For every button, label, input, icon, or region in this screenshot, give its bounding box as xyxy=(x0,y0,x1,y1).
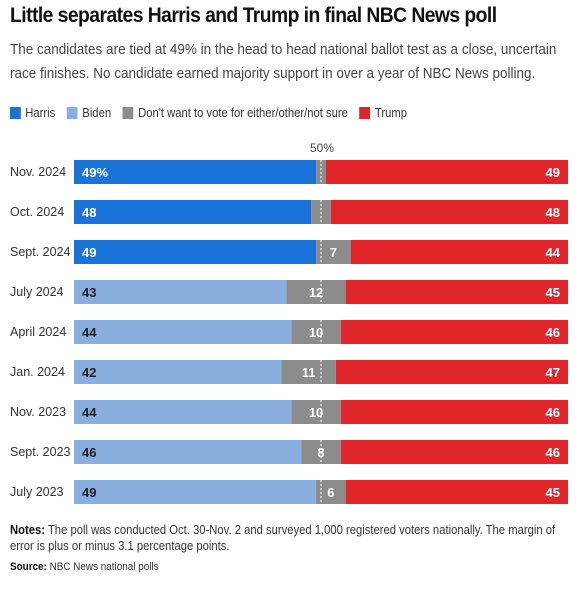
bar-trump xyxy=(325,160,568,184)
notes-label: Notes: xyxy=(10,523,46,537)
notes-text: The poll was conducted Oct. 30-Nov. 2 an… xyxy=(10,523,556,553)
data-label-trump: 44 xyxy=(546,245,561,260)
legend-label-harris: Harris xyxy=(25,106,56,120)
bar-dem xyxy=(74,160,317,184)
bar-other xyxy=(316,240,351,264)
category-label: Nov. 2023 xyxy=(10,405,66,419)
stacked-bar-chart: 50% Nov. 2024 49% 49 Oct. 2024 48 48 Sept. 2024… xyxy=(10,141,568,506)
data-label-other: 6 xyxy=(327,485,334,500)
data-label-trump: 48 xyxy=(546,205,560,220)
category-label: Sept. 2024 xyxy=(10,245,71,259)
bar-other xyxy=(291,320,341,344)
category-label: Sept. 2023 xyxy=(10,445,71,459)
data-label-dem: 46 xyxy=(82,445,96,460)
source: Source: NBC News national polls xyxy=(10,561,159,573)
data-label-trump: 46 xyxy=(546,325,560,340)
data-label-dem: 49 xyxy=(82,245,96,260)
bar-dem xyxy=(74,360,282,384)
legend-item-other: Don't want to vote for either/other/not … xyxy=(122,106,348,120)
source-label: Source: xyxy=(10,561,47,573)
data-label-trump: 46 xyxy=(546,405,560,420)
bar-trump xyxy=(345,480,568,504)
data-label-dem: 49% xyxy=(82,165,108,180)
legend-swatch-harris xyxy=(10,107,21,119)
data-label-dem: 48 xyxy=(82,205,96,220)
bar-trump xyxy=(340,400,568,424)
bar-dem xyxy=(74,200,312,224)
data-label-other: 11 xyxy=(302,365,316,380)
source-text: NBC News national polls xyxy=(46,561,159,573)
bar-dem xyxy=(74,440,302,464)
notes: Notes: The poll was conducted Oct. 30-No… xyxy=(10,522,568,554)
chart-title: Little separates Harris and Trump in fin… xyxy=(10,4,497,27)
legend-label-biden: Biden xyxy=(82,106,112,120)
data-label-dem: 44 xyxy=(82,405,97,420)
data-label-other: 12 xyxy=(309,285,323,300)
legend-label-trump: Trump xyxy=(374,106,407,120)
legend-swatch-biden xyxy=(67,107,78,119)
bar-other xyxy=(291,400,341,424)
data-label-dem: 42 xyxy=(82,365,96,380)
bar-trump xyxy=(345,280,568,304)
data-label-trump: 45 xyxy=(546,485,560,500)
legend-label-other: Don't want to vote for either/other/not … xyxy=(138,106,348,120)
legend-item-trump: Trump xyxy=(359,106,407,120)
bar-dem xyxy=(74,280,287,304)
bar-trump xyxy=(340,320,568,344)
data-label-other: 10 xyxy=(309,325,323,340)
category-label: Jan. 2024 xyxy=(10,365,65,379)
data-label-trump: 45 xyxy=(546,285,560,300)
bar-trump xyxy=(340,440,568,464)
bar-trump xyxy=(335,360,568,384)
bar-dem xyxy=(74,400,292,424)
data-label-trump: 47 xyxy=(546,365,560,380)
bar-dem xyxy=(74,240,317,264)
data-label-other: 10 xyxy=(309,405,323,420)
category-label: Nov. 2024 xyxy=(10,165,66,179)
bar-dem xyxy=(74,320,292,344)
legend-swatch-trump xyxy=(359,107,371,119)
legend: Harris Biden Don't want to vote for eith… xyxy=(10,106,419,120)
legend-item-biden: Biden xyxy=(67,106,111,120)
category-label: July 2024 xyxy=(10,285,64,299)
data-label-other: 7 xyxy=(330,245,337,260)
reference-line-label: 50% xyxy=(310,141,334,155)
data-label-trump: 49 xyxy=(546,165,560,180)
data-label-trump: 46 xyxy=(546,445,560,460)
bar-trump xyxy=(330,200,568,224)
legend-item-harris: Harris xyxy=(10,106,55,120)
data-label-dem: 43 xyxy=(82,285,96,300)
bar-other xyxy=(281,360,336,384)
chart-subtitle: The candidates are tied at 49% in the he… xyxy=(10,41,557,82)
legend-swatch-other xyxy=(122,107,134,119)
category-label: April 2024 xyxy=(10,325,66,339)
category-label: Oct. 2024 xyxy=(10,205,64,219)
category-label: July 2023 xyxy=(10,485,64,499)
bar-other xyxy=(286,280,346,304)
data-label-dem: 44 xyxy=(82,325,97,340)
data-label-dem: 49 xyxy=(82,485,96,500)
bar-dem xyxy=(74,480,317,504)
bar-trump xyxy=(350,240,568,264)
